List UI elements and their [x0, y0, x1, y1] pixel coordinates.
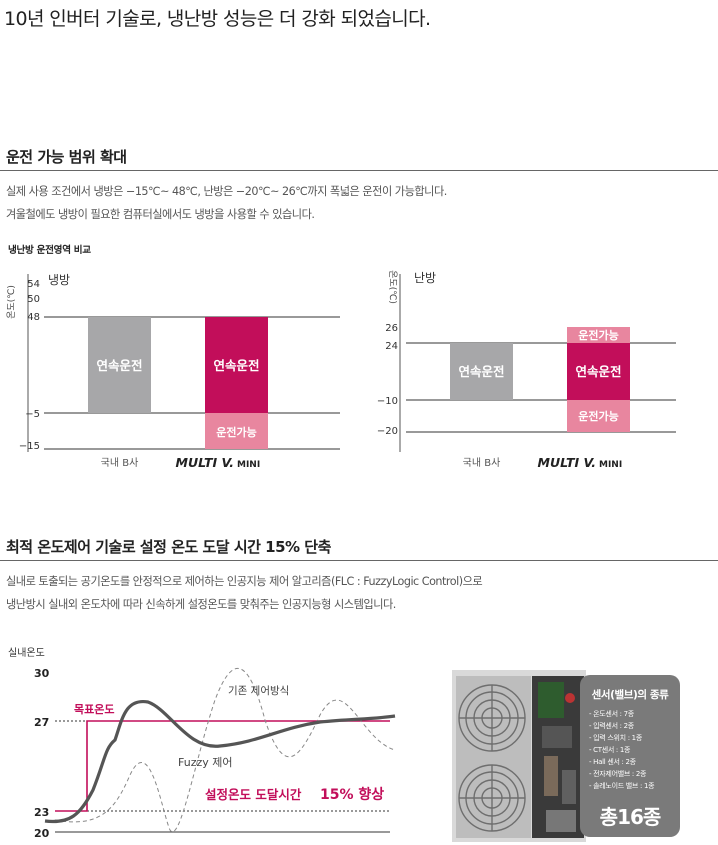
heating-mode-label: 난방 [414, 271, 436, 285]
sensor-item: - 전자제어밸브 : 2종 [589, 770, 647, 778]
cooling-brand-a-name: 국내 B사 [101, 457, 139, 469]
fuzzy-control-curve [44, 699, 396, 824]
comparison-label: 냉난방 운전영역 비교 [8, 245, 91, 256]
description-line: 실내로 토출되는 공기온도를 안정적으로 제어하는 인공지능 제어 알고리즘(F… [6, 575, 483, 588]
cooling-bar-brand-b-extra [205, 413, 268, 449]
sensor-info-box: 센서(밸브)의 종류 - 온도센서 : 7종 - 입력센서 : 2종 - 입력 … [580, 675, 680, 837]
cooling-axis-unit: 온도(℃) [6, 285, 17, 319]
cooling-bar-brand-a-label: 연속운전 [96, 358, 142, 373]
heating-tick: −20 [377, 426, 398, 437]
heating-brand-b-logo-sub: MINI [599, 460, 622, 470]
heating-bar-brand-b [567, 343, 630, 400]
heating-bar-brand-b-extra-top-label: 운전가능 [578, 328, 618, 342]
sensor-list: - 온도센서 : 7종 - 입력센서 : 2종 - 입력 스위치 : 1종 - … [589, 708, 655, 792]
sensor-box-title: 센서(밸브)의 종류 [591, 689, 669, 701]
cooling-brand-b-logo: MULTI V. [176, 455, 235, 470]
cooling-bar-brand-b [205, 317, 268, 413]
sensor-item: - CT센서 : 1종 [589, 746, 631, 754]
heating-brand-b-logo: MULTI V. [538, 455, 597, 470]
fuzzy-control-label: Fuzzy 제어 [178, 756, 233, 769]
cooling-range-chart: 온도(℃) 냉방 54 50 48 −5 −15 연속운전 연속운전 운전가능 … [6, 273, 340, 470]
cooling-bar-brand-a [88, 317, 151, 413]
heating-tick: 26 [385, 323, 398, 334]
description-line: 겨울철에도 냉방이 필요한 컴퓨터실에서도 냉방을 사용할 수 있습니다. [6, 208, 315, 221]
section-divider [0, 170, 718, 171]
sensor-item: - 솔레노이드 밸브 : 1종 [589, 782, 655, 790]
heating-bar-brand-b-label: 연속운전 [575, 364, 621, 379]
fan-bottom [458, 764, 526, 832]
cooling-tick: −15 [19, 441, 40, 452]
heating-bar-brand-b-extra-bottom-label: 운전가능 [578, 409, 618, 423]
heating-tick: −10 [377, 396, 398, 407]
heating-axis-unit: 온도(℃) [387, 270, 398, 304]
cooling-tick: 50 [27, 294, 40, 305]
cooling-bar-brand-b-extra-label: 운전가능 [216, 425, 256, 439]
section-heading-range: 운전 가능 범위 확대 [6, 148, 127, 166]
heating-range-chart: 온도(℃) 난방 26 24 −10 −20 연속운전 운전가능 연속운전 운전… [377, 270, 676, 470]
legacy-control-curve [54, 668, 396, 833]
heating-bar-brand-a [450, 343, 513, 400]
cooling-tick: 48 [27, 312, 40, 323]
fan-top [458, 684, 526, 752]
heating-bar-brand-a-label: 연속운전 [458, 364, 504, 379]
cooling-brand-b-logo-sub: MINI [237, 460, 260, 470]
cooling-tick: 54 [27, 279, 40, 290]
section-heading-control: 최적 온도제어 기술로 설정 온도 도달 시간 15% 단축 [6, 538, 331, 556]
heating-brand-a-name: 국내 B사 [463, 457, 501, 469]
improvement-prefix: 설정온도 도달시간 [205, 787, 302, 802]
outdoor-unit-image [452, 670, 586, 842]
sensor-total: 총16종 [599, 805, 662, 829]
improvement-value: 15% 향상 [320, 786, 384, 803]
control-tick: 20 [34, 827, 50, 840]
section-range-description: 실제 사용 조건에서 냉방은 −15℃~ 48℃, 난방은 −20℃~ 26℃까… [6, 180, 706, 226]
target-temperature-line [55, 720, 390, 812]
target-temperature-label: 목표온도 [74, 703, 114, 716]
sensor-item: - 온도센서 : 7종 [589, 710, 634, 718]
control-tick: 30 [34, 667, 50, 680]
legacy-control-label: 기존 제어방식 [228, 685, 289, 697]
sensor-item: - 입력 스위치 : 1종 [589, 734, 642, 742]
sensor-item: - Hall 센서 : 2종 [589, 758, 636, 766]
page-title: 10년 인버터 기술로, 냉난방 성능은 더 강화 되었습니다. [4, 8, 431, 30]
description-line: 실제 사용 조건에서 냉방은 −15℃~ 48℃, 난방은 −20℃~ 26℃까… [6, 185, 447, 198]
section-divider [0, 560, 718, 561]
temperature-control-chart: 실내온도 30 27 23 20 목표온도 기존 제어방식 Fuzzy 제어 설… [8, 647, 396, 840]
control-tick: 23 [34, 806, 49, 819]
heating-bar-brand-b-extra-bottom [567, 400, 630, 432]
cooling-mode-label: 냉방 [48, 273, 70, 287]
cooling-tick: −5 [25, 409, 40, 420]
control-tick: 27 [34, 716, 49, 729]
sensor-item: - 입력센서 : 2종 [589, 722, 634, 730]
cooling-bar-brand-b-label: 연속운전 [213, 358, 259, 373]
heating-bar-brand-b-extra-top [567, 327, 630, 343]
control-chart-ylabel: 실내온도 [8, 647, 45, 659]
heating-tick: 24 [385, 341, 398, 352]
description-line: 냉난방시 실내외 온도차에 따라 신속하게 설정온도를 맞춰주는 인공지능형 시… [6, 598, 396, 611]
section-control-description: 실내로 토출되는 공기온도를 안정적으로 제어하는 인공지능 제어 알고리즘(F… [6, 570, 706, 616]
